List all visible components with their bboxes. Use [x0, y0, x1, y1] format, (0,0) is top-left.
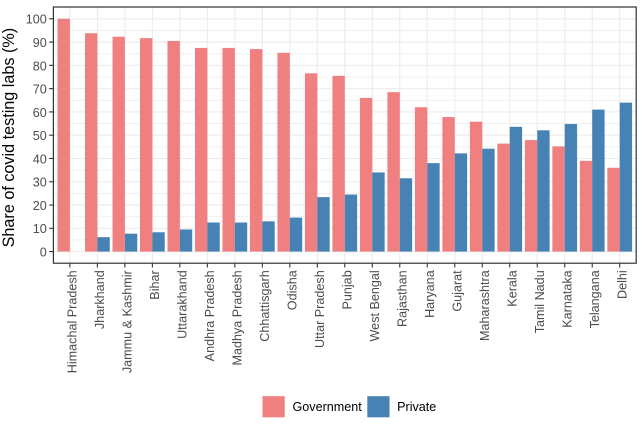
svg-text:90: 90: [33, 36, 47, 50]
svg-text:Odisha: Odisha: [285, 270, 299, 310]
svg-text:Gujarat: Gujarat: [450, 270, 464, 312]
svg-text:30: 30: [33, 176, 47, 190]
svg-text:0: 0: [40, 246, 47, 260]
svg-text:Jharkhand: Jharkhand: [93, 270, 107, 329]
svg-text:Chhattisgarh: Chhattisgarh: [258, 270, 272, 341]
svg-text:Uttar Pradesh: Uttar Pradesh: [313, 270, 327, 348]
svg-text:Maharashtra: Maharashtra: [478, 270, 492, 341]
svg-text:80: 80: [33, 59, 47, 73]
svg-text:Telangana: Telangana: [588, 270, 602, 328]
svg-text:100: 100: [26, 13, 47, 27]
svg-text:Rajasthan: Rajasthan: [395, 270, 409, 327]
svg-text:70: 70: [33, 83, 47, 97]
svg-text:Andhra Pradesh: Andhra Pradesh: [203, 270, 217, 361]
svg-text:Haryana: Haryana: [423, 270, 437, 318]
svg-text:Government: Government: [293, 400, 363, 414]
svg-text:Share of covid testing labs (%: Share of covid testing labs (%): [0, 28, 18, 248]
svg-text:60: 60: [33, 106, 47, 120]
svg-text:50: 50: [33, 129, 47, 143]
svg-text:Uttarakhand: Uttarakhand: [175, 270, 189, 339]
svg-text:Private: Private: [397, 400, 436, 414]
svg-text:Jammu & Kashmir: Jammu & Kashmir: [120, 270, 134, 373]
svg-text:40: 40: [33, 152, 47, 166]
svg-text:Kerala: Kerala: [505, 270, 519, 306]
svg-text:Delhi: Delhi: [615, 270, 629, 299]
svg-text:Punjab: Punjab: [340, 270, 354, 309]
svg-text:Tamil Nadu: Tamil Nadu: [533, 270, 547, 333]
svg-text:West Bengal: West Bengal: [368, 270, 382, 341]
svg-text:10: 10: [33, 222, 47, 236]
svg-text:Himachal Pradesh: Himachal Pradesh: [65, 270, 79, 373]
svg-text:Bihar: Bihar: [148, 270, 162, 299]
svg-text:Karnataka: Karnataka: [560, 270, 574, 327]
svg-text:Madhya Pradesh: Madhya Pradesh: [230, 270, 244, 365]
svg-text:20: 20: [33, 199, 47, 213]
